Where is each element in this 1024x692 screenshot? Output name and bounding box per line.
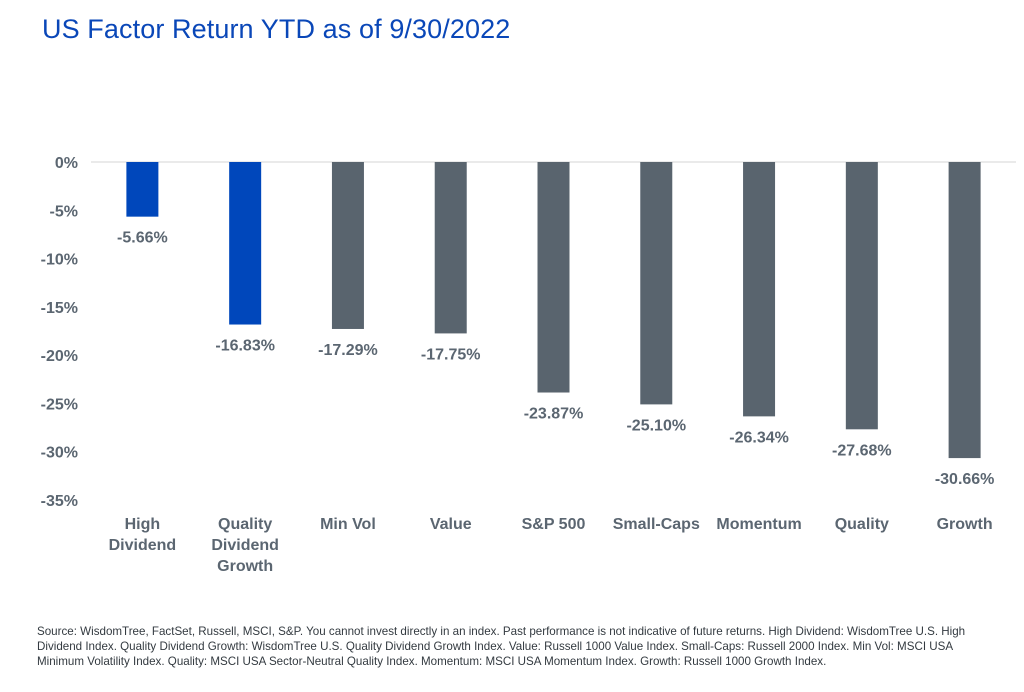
x-category-label: Growth xyxy=(937,516,993,533)
data-label: -23.87% xyxy=(524,406,584,423)
y-tick-label: -35% xyxy=(41,493,78,510)
x-category-label: Quality xyxy=(835,516,889,533)
bar-high-dividend xyxy=(126,162,159,217)
data-label: -17.29% xyxy=(318,342,378,359)
y-tick-label: -20% xyxy=(41,348,78,365)
bar-small-caps xyxy=(640,162,673,405)
y-tick-label: -5% xyxy=(50,203,78,220)
x-category-label-line: Growth xyxy=(937,516,993,533)
x-category-label: S&P 500 xyxy=(522,516,586,533)
x-category-label: Min Vol xyxy=(320,516,376,533)
data-label: -27.68% xyxy=(832,442,892,459)
x-category-label: Value xyxy=(430,516,472,533)
y-tick-label: -10% xyxy=(41,252,78,269)
x-axis: High Dividend Quality Dividend Growth Min Vol… xyxy=(109,516,993,575)
x-category-label: Small-Caps xyxy=(613,516,700,533)
bar-s-p-500 xyxy=(537,162,570,393)
y-axis: 0% -5% -10% -15% -20% -25% -30% -35% xyxy=(41,155,78,510)
data-label: -5.66% xyxy=(117,230,168,247)
x-category-label-line: S&P 500 xyxy=(522,516,586,533)
x-category-label-line: Quality xyxy=(835,516,889,533)
x-category-label-line: Value xyxy=(430,516,472,533)
x-category-label-line: Momentum xyxy=(716,516,801,533)
bar-growth xyxy=(948,162,981,459)
bar-quality xyxy=(845,162,878,430)
x-category-label-line: Dividend xyxy=(109,537,177,554)
x-category-label-line: Dividend xyxy=(211,537,279,554)
x-category-label: High Dividend xyxy=(109,516,177,554)
bar-quality-dividend-growth xyxy=(229,162,262,325)
bar-chart: 0% -5% -10% -15% -20% -25% -30% -35% -5.66% -16.… xyxy=(41,155,1016,575)
data-labels-group: -5.66% -16.83% -17.29% -17.75% -23.87% -25.10… xyxy=(117,230,994,488)
bars-group xyxy=(126,162,981,459)
x-category-label: Quality Dividend Growth xyxy=(211,516,279,575)
x-category-label-line: Min Vol xyxy=(320,516,376,533)
x-category-label-line: Small-Caps xyxy=(613,516,700,533)
data-label: -30.66% xyxy=(935,471,995,488)
data-label: -17.75% xyxy=(421,346,481,363)
x-category-label-line: High xyxy=(125,516,161,533)
y-tick-label: -30% xyxy=(41,445,78,462)
bar-momentum xyxy=(743,162,776,417)
y-tick-label: 0% xyxy=(55,155,78,172)
chart-title: US Factor Return YTD as of 9/30/2022 xyxy=(42,14,511,44)
y-tick-label: -15% xyxy=(41,300,78,317)
data-label: -25.10% xyxy=(626,417,686,434)
x-category-label-line: Growth xyxy=(217,558,273,575)
data-label: -26.34% xyxy=(729,429,789,446)
x-category-label-line: Quality xyxy=(218,516,272,533)
bar-value xyxy=(434,162,467,334)
source-footnote: Source: WisdomTree, FactSet, Russell, MS… xyxy=(37,625,966,668)
data-label: -16.83% xyxy=(215,338,275,355)
y-tick-label: -25% xyxy=(41,396,78,413)
bar-min-vol xyxy=(331,162,364,329)
x-category-label: Momentum xyxy=(716,516,801,533)
